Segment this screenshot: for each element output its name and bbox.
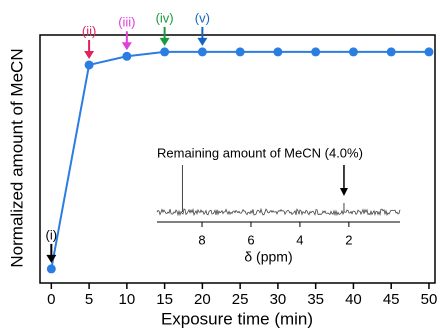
annotation-label: (iv) [156, 10, 174, 25]
x-tick-label: 45 [383, 291, 400, 308]
inset-axis-label: δ (ppm) [244, 249, 292, 265]
data-point [197, 47, 207, 57]
annotation-label: (ii) [82, 23, 96, 38]
y-axis-label: Normalized amount of MeCN [7, 48, 26, 267]
inset-annotation: Remaining amount of MeCN (4.0%) [157, 145, 363, 160]
spectrum-noise [156, 207, 401, 217]
x-tick-label: 10 [119, 291, 136, 308]
data-point [424, 47, 434, 57]
x-tick-label: 30 [270, 291, 287, 308]
annotation-label: (v) [195, 10, 210, 25]
x-axis-label: Exposure time (min) [161, 309, 313, 328]
inset-tick-label: 4 [296, 232, 303, 247]
x-tick-label: 20 [194, 291, 211, 308]
inset-tick-label: 2 [345, 232, 352, 247]
annotation-label: (iii) [118, 15, 135, 30]
annotation-arrowhead [159, 37, 170, 46]
data-point [122, 51, 132, 61]
data-point [235, 47, 245, 57]
x-tick-label: 0 [47, 291, 55, 308]
x-tick-label: 50 [421, 291, 438, 308]
annotation-arrowhead [46, 254, 57, 263]
annotation-arrowhead [121, 42, 132, 51]
data-point [348, 47, 358, 57]
data-point [160, 47, 170, 57]
annotation-arrowhead [84, 50, 95, 59]
data-point [311, 47, 321, 57]
annotation-label: (i) [46, 227, 58, 242]
inset-tick-label: 8 [198, 232, 205, 247]
annotation-arrowhead [197, 37, 208, 46]
x-tick-label: 5 [85, 291, 93, 308]
x-tick-label: 15 [156, 291, 173, 308]
plot-frame [39, 34, 436, 284]
x-tick-label: 25 [232, 291, 249, 308]
data-point [84, 60, 94, 70]
inset-arrowhead [339, 188, 348, 196]
x-tick-label: 35 [307, 291, 324, 308]
inset-tick-label: 6 [247, 232, 254, 247]
data-point [273, 47, 283, 57]
data-point [46, 264, 56, 274]
x-tick-label: 40 [345, 291, 362, 308]
data-point [386, 47, 396, 57]
